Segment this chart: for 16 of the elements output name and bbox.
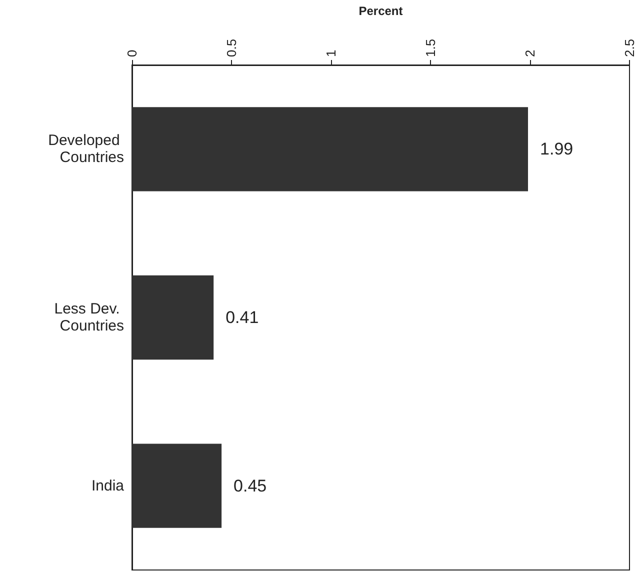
y-tick-label: Developed Countries bbox=[48, 132, 124, 166]
data-label: 1.99 bbox=[540, 140, 574, 159]
bar bbox=[132, 107, 528, 192]
x-axis-title: Percent bbox=[358, 4, 403, 18]
data-label: 0.45 bbox=[234, 476, 267, 496]
x-tick-label: 2.5 bbox=[622, 38, 636, 57]
y-tick-label: Less Dev. Countries bbox=[54, 300, 124, 334]
x-tick-label: 0 bbox=[124, 50, 140, 57]
data-label: 0.41 bbox=[226, 308, 259, 327]
x-tick-label: 1 bbox=[324, 50, 338, 57]
x-tick-label: 0.5 bbox=[224, 38, 239, 57]
x-tick-label: 1.5 bbox=[423, 38, 438, 57]
bar bbox=[132, 444, 222, 528]
bar bbox=[132, 275, 214, 360]
x-tick-label: 2 bbox=[522, 50, 538, 57]
y-tick-label: India bbox=[91, 477, 125, 494]
